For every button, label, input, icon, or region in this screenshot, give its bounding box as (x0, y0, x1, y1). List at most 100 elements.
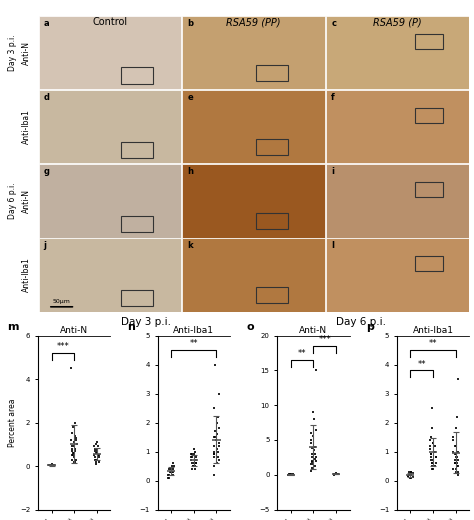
Point (452, 441, 459, 450)
Point (68, 364, 75, 372)
Bar (415, 34, 443, 49)
Bar (256, 64, 288, 81)
Point (69, 449, 77, 457)
Point (68, 443, 75, 451)
Point (406, 471, 413, 479)
Point (308, 439, 315, 448)
Text: h: h (187, 167, 193, 176)
Point (94, 443, 101, 451)
Text: Day 6 p.i.: Day 6 p.i. (8, 183, 17, 219)
Bar (415, 183, 443, 197)
Point (192, 459, 200, 467)
Point (166, 467, 173, 476)
Point (213, 419, 220, 427)
Point (428, 450, 435, 459)
Point (333, 470, 341, 478)
Point (286, 470, 294, 478)
Point (95, 458, 103, 466)
Point (165, 465, 173, 473)
Point (430, 447, 438, 456)
Point (91, 453, 99, 462)
Point (309, 464, 316, 472)
Point (453, 412, 460, 421)
Point (72, 458, 79, 466)
Point (429, 439, 437, 447)
Point (449, 447, 457, 456)
Point (188, 453, 196, 462)
Point (330, 470, 338, 478)
Point (311, 443, 319, 451)
Point (451, 456, 458, 464)
Point (332, 469, 340, 477)
Point (170, 462, 178, 470)
Point (215, 389, 223, 398)
Point (428, 459, 436, 467)
Point (308, 450, 316, 458)
Point (309, 460, 317, 469)
Point (169, 467, 176, 476)
Point (188, 459, 196, 467)
Point (210, 447, 218, 456)
Bar (182, 238, 325, 311)
Point (50, 462, 58, 470)
Point (452, 424, 460, 433)
Point (91, 443, 98, 451)
Point (429, 465, 437, 473)
Point (452, 450, 459, 459)
Point (213, 445, 221, 453)
Point (47, 461, 55, 469)
Point (311, 443, 319, 451)
Point (48, 462, 55, 470)
Text: RSA59 (P): RSA59 (P) (373, 17, 422, 27)
Point (69, 451, 77, 459)
Point (431, 441, 438, 450)
Point (45, 461, 53, 470)
Point (309, 432, 317, 440)
Point (455, 467, 462, 476)
Point (427, 453, 434, 462)
Point (452, 467, 460, 476)
Point (190, 459, 197, 467)
Point (49, 461, 57, 470)
Point (72, 447, 79, 455)
Point (192, 453, 200, 462)
Point (213, 459, 220, 467)
Point (410, 473, 417, 482)
Point (312, 462, 319, 471)
Title: Anti-N: Anti-N (300, 326, 328, 335)
Bar (326, 90, 468, 163)
Point (94, 451, 101, 459)
Point (210, 450, 218, 459)
Bar (326, 164, 468, 238)
Point (215, 441, 223, 450)
Text: **: ** (298, 349, 306, 358)
Point (428, 433, 435, 441)
Point (73, 436, 80, 444)
Point (307, 429, 315, 437)
Point (405, 469, 412, 477)
Point (312, 366, 319, 374)
Bar (326, 238, 468, 311)
Text: Anti-N: Anti-N (22, 189, 31, 213)
Point (289, 470, 297, 478)
Point (187, 453, 195, 462)
Point (187, 456, 195, 464)
Point (312, 453, 320, 462)
Point (210, 404, 217, 412)
Point (70, 443, 77, 451)
Point (190, 445, 198, 453)
Text: Control: Control (92, 17, 128, 27)
Point (91, 445, 99, 453)
Text: Day 3 p.i.: Day 3 p.i. (121, 317, 171, 327)
Point (454, 459, 461, 467)
Point (406, 474, 413, 482)
Text: Day 6 p.i.: Day 6 p.i. (337, 317, 386, 327)
Point (190, 462, 197, 470)
Point (215, 424, 223, 433)
Point (310, 446, 318, 454)
Point (70, 438, 77, 446)
Point (190, 450, 198, 459)
Text: m: m (8, 321, 19, 332)
Text: d: d (44, 93, 50, 102)
Point (168, 467, 176, 476)
